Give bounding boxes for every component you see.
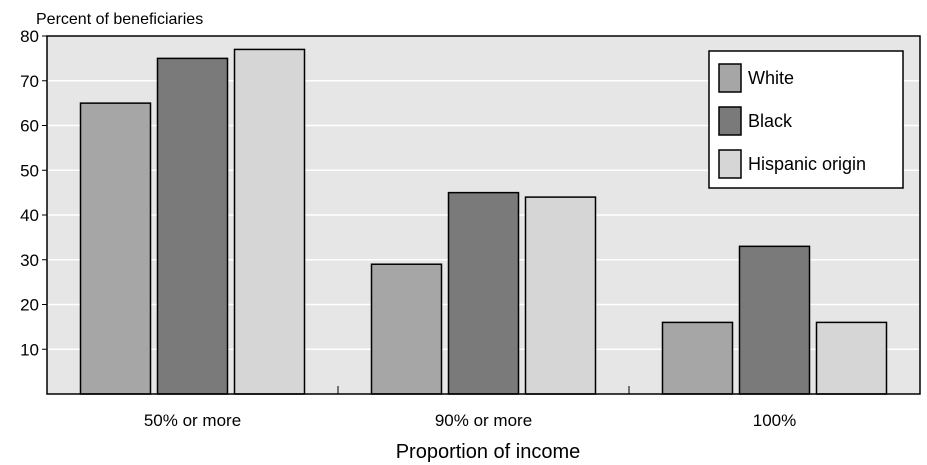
legend: White Black Hispanic origin <box>709 51 903 188</box>
x-tick-label: 50% or more <box>144 411 241 430</box>
x-tick-label: 100% <box>753 411 796 430</box>
y-tick-label: 50 <box>20 161 39 180</box>
legend-label: Hispanic origin <box>748 154 866 174</box>
y-axis-title: Percent of beneficiaries <box>36 11 203 28</box>
bar <box>526 197 596 394</box>
bar <box>740 246 810 394</box>
y-axis-ticks: 10 20 30 40 50 60 70 80 <box>20 27 47 359</box>
bar <box>817 322 887 394</box>
legend-swatch <box>719 150 741 178</box>
y-tick-label: 60 <box>20 117 39 136</box>
y-tick-label: 80 <box>20 27 39 46</box>
legend-swatch <box>719 107 741 135</box>
y-tick-label: 40 <box>20 206 39 225</box>
bar <box>449 193 519 394</box>
x-axis-title: Proportion of income <box>396 441 581 463</box>
bar <box>158 58 228 394</box>
bar <box>372 264 442 394</box>
legend-label: Black <box>748 111 793 131</box>
bar <box>235 49 305 394</box>
legend-swatch <box>719 64 741 92</box>
y-tick-label: 10 <box>20 340 39 359</box>
y-tick-label: 70 <box>20 72 39 91</box>
bar <box>81 103 151 394</box>
bar <box>663 322 733 394</box>
y-tick-label: 20 <box>20 296 39 315</box>
legend-label: White <box>748 68 794 88</box>
y-tick-label: 30 <box>20 251 39 270</box>
x-tick-label: 90% or more <box>435 411 532 430</box>
